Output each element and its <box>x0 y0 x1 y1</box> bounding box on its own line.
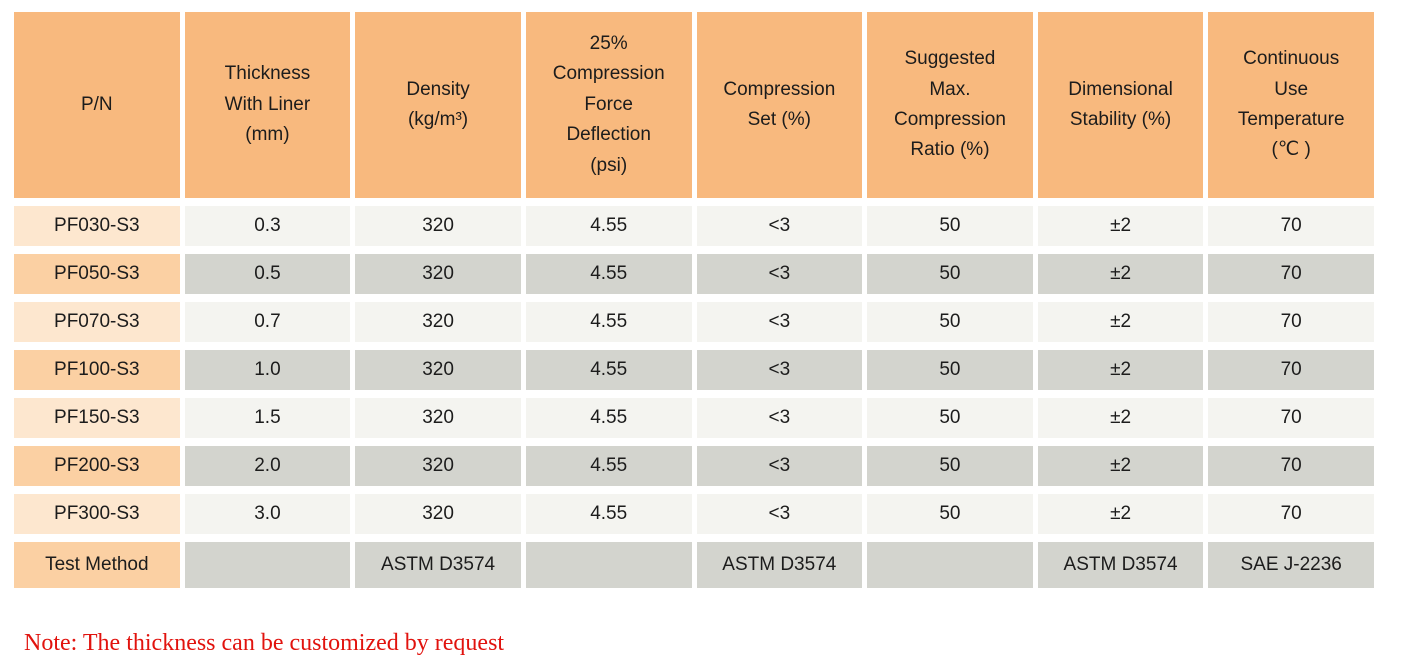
table-row: PF300-S3 3.0 320 4.55 <3 50 ±2 70 <box>14 494 1374 534</box>
value-cell: 50 <box>867 302 1033 342</box>
value-cell: 70 <box>1208 494 1374 534</box>
test-method-cell <box>184 542 351 588</box>
value-cell: 1.5 <box>184 398 351 438</box>
value-cell: 320 <box>355 254 521 294</box>
test-method-cell <box>525 542 692 588</box>
column-header-compression-force-deflection: 25% Compression Force Deflection (psi) <box>525 12 692 198</box>
part-number-cell: PF070-S3 <box>14 302 180 342</box>
value-cell: 320 <box>355 494 521 534</box>
spec-table-body: PF030-S3 0.3 320 4.55 <3 50 ±2 70 PF050-S3 0.5 320… <box>14 206 1374 588</box>
value-cell: 4.55 <box>525 206 692 246</box>
value-cell: 320 <box>355 206 521 246</box>
test-method-cell: ASTM D3574 <box>1037 542 1204 588</box>
value-cell: 4.55 <box>525 254 692 294</box>
value-cell: <3 <box>696 302 863 342</box>
value-cell: 50 <box>867 254 1033 294</box>
value-cell: ±2 <box>1037 302 1204 342</box>
value-cell: 50 <box>867 494 1033 534</box>
value-cell: <3 <box>696 494 863 534</box>
part-number-cell: PF300-S3 <box>14 494 180 534</box>
table-row: PF030-S3 0.3 320 4.55 <3 50 ±2 70 <box>14 206 1374 246</box>
note-text: Note: The thickness can be customized by… <box>24 630 505 656</box>
value-cell: ±2 <box>1037 398 1204 438</box>
value-cell: 320 <box>355 446 521 486</box>
value-cell: ±2 <box>1037 254 1204 294</box>
value-cell: 4.55 <box>525 302 692 342</box>
product-spec-table: P/N Thickness With Liner (mm) Density (kg/… <box>9 4 1379 596</box>
test-method-cell: SAE J-2236 <box>1208 542 1374 588</box>
value-cell: 320 <box>355 302 521 342</box>
value-cell: 70 <box>1208 350 1374 390</box>
column-header-suggested-max-compression-ratio: Suggested Max. Compression Ratio (%) <box>867 12 1033 198</box>
part-number-cell: PF050-S3 <box>14 254 180 294</box>
value-cell: 4.55 <box>525 494 692 534</box>
table-row: PF050-S3 0.5 320 4.55 <3 50 ±2 70 <box>14 254 1374 294</box>
part-number-cell: PF150-S3 <box>14 398 180 438</box>
column-header-pn: P/N <box>14 12 180 198</box>
value-cell: 4.55 <box>525 398 692 438</box>
value-cell: 70 <box>1208 446 1374 486</box>
column-header-dimensional-stability: Dimensional Stability (%) <box>1037 12 1204 198</box>
value-cell: 70 <box>1208 398 1374 438</box>
table-row: PF200-S3 2.0 320 4.55 <3 50 ±2 70 <box>14 446 1374 486</box>
part-number-cell: PF100-S3 <box>14 350 180 390</box>
column-header-continuous-use-temperature: Continuous Use Temperature (℃ ) <box>1208 12 1374 198</box>
value-cell: <3 <box>696 206 863 246</box>
spec-table-header: P/N Thickness With Liner (mm) Density (kg/… <box>14 12 1374 198</box>
part-number-cell: PF200-S3 <box>14 446 180 486</box>
table-row: PF150-S3 1.5 320 4.55 <3 50 ±2 70 <box>14 398 1374 438</box>
column-header-density: Density (kg/m³) <box>355 12 521 198</box>
value-cell: 3.0 <box>184 494 351 534</box>
table-row: PF100-S3 1.0 320 4.55 <3 50 ±2 70 <box>14 350 1374 390</box>
value-cell: 0.3 <box>184 206 351 246</box>
value-cell: 50 <box>867 350 1033 390</box>
value-cell: 50 <box>867 206 1033 246</box>
value-cell: <3 <box>696 350 863 390</box>
test-method-row: Test Method ASTM D3574 ASTM D3574 ASTM D357… <box>14 542 1374 588</box>
column-header-compression-set: Compression Set (%) <box>696 12 863 198</box>
value-cell: 70 <box>1208 206 1374 246</box>
value-cell: ±2 <box>1037 350 1204 390</box>
value-cell: <3 <box>696 254 863 294</box>
table-row: PF070-S3 0.7 320 4.55 <3 50 ±2 70 <box>14 302 1374 342</box>
value-cell: 0.5 <box>184 254 351 294</box>
value-cell: 320 <box>355 350 521 390</box>
value-cell: <3 <box>696 398 863 438</box>
value-cell: <3 <box>696 446 863 486</box>
value-cell: ±2 <box>1037 494 1204 534</box>
value-cell: 4.55 <box>525 446 692 486</box>
test-method-cell: ASTM D3574 <box>696 542 863 588</box>
header-row: P/N Thickness With Liner (mm) Density (kg/… <box>14 12 1374 198</box>
value-cell: 2.0 <box>184 446 351 486</box>
value-cell: ±2 <box>1037 206 1204 246</box>
value-cell: 1.0 <box>184 350 351 390</box>
part-number-cell: PF030-S3 <box>14 206 180 246</box>
value-cell: 320 <box>355 398 521 438</box>
value-cell: 4.55 <box>525 350 692 390</box>
value-cell: 70 <box>1208 254 1374 294</box>
value-cell: 70 <box>1208 302 1374 342</box>
value-cell: 0.7 <box>184 302 351 342</box>
test-method-label-cell: Test Method <box>14 542 180 588</box>
value-cell: ±2 <box>1037 446 1204 486</box>
value-cell: 50 <box>867 446 1033 486</box>
test-method-cell <box>867 542 1033 588</box>
test-method-cell: ASTM D3574 <box>355 542 521 588</box>
column-header-thickness-with-liner: Thickness With Liner (mm) <box>184 12 351 198</box>
value-cell: 50 <box>867 398 1033 438</box>
